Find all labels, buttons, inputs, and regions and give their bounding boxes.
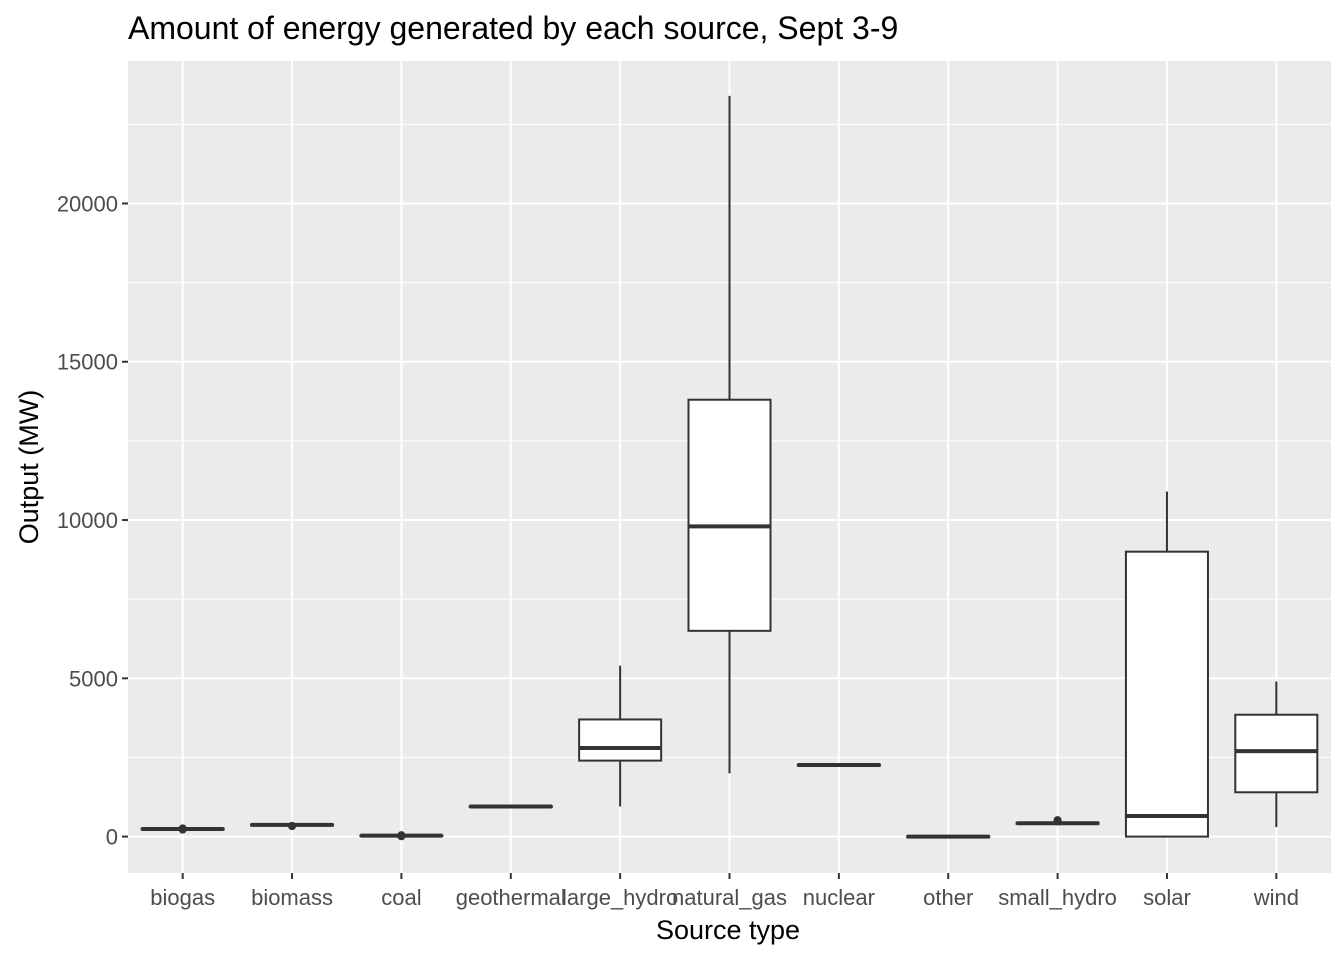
iqr-box [1234, 713, 1319, 794]
box-small_hydro [1015, 816, 1100, 826]
y-tick-label: 20000 [57, 191, 118, 216]
outlier-point [288, 821, 297, 830]
box-biogas [140, 824, 225, 834]
outlier-point [178, 824, 187, 833]
x-tick-label: small_hydro [998, 885, 1117, 910]
outlier-point [397, 831, 406, 840]
box-nuclear [796, 763, 881, 768]
x-tick-label: solar [1143, 885, 1191, 910]
x-axis: biogas biomass coal geothermallarge_hydrona… [150, 873, 1299, 910]
chart-title: Amount of energy generated by each sourc… [128, 10, 899, 46]
y-tick-label: 5000 [69, 666, 118, 691]
x-tick-label: large_hydro [562, 885, 678, 910]
x-tick-label: biomass [251, 885, 333, 910]
x-tick-label: nuclear [803, 885, 875, 910]
iqr-box [687, 398, 772, 632]
box-large_hydro [578, 665, 663, 807]
box-wind [1234, 681, 1319, 828]
x-tick-label: biogas [150, 885, 215, 910]
box-biomass [250, 821, 335, 831]
y-tick-label: 10000 [57, 508, 118, 533]
x-tick-label: wind [1253, 885, 1299, 910]
x-tick-label: natural_gas [672, 885, 787, 910]
box-natural_gas [687, 95, 772, 774]
box-series [140, 95, 1319, 841]
x-tick-label: other [923, 885, 973, 910]
iqr-box [1124, 550, 1209, 838]
iqr-box [578, 718, 663, 762]
box-geothermal [468, 804, 553, 809]
x-axis-title: Source type [656, 915, 800, 945]
box-coal [359, 831, 444, 841]
x-tick-label: coal [381, 885, 421, 910]
y-axis: 0 5000 10000 15000 20000 [57, 191, 128, 850]
y-axis-title: Output (MW) [14, 390, 44, 545]
box-solar [1124, 491, 1209, 838]
y-tick-label: 15000 [57, 350, 118, 375]
box-other [906, 834, 991, 839]
outlier-point [1053, 816, 1062, 825]
y-tick-label: 0 [106, 825, 118, 850]
x-tick-label: geothermal [456, 885, 566, 910]
